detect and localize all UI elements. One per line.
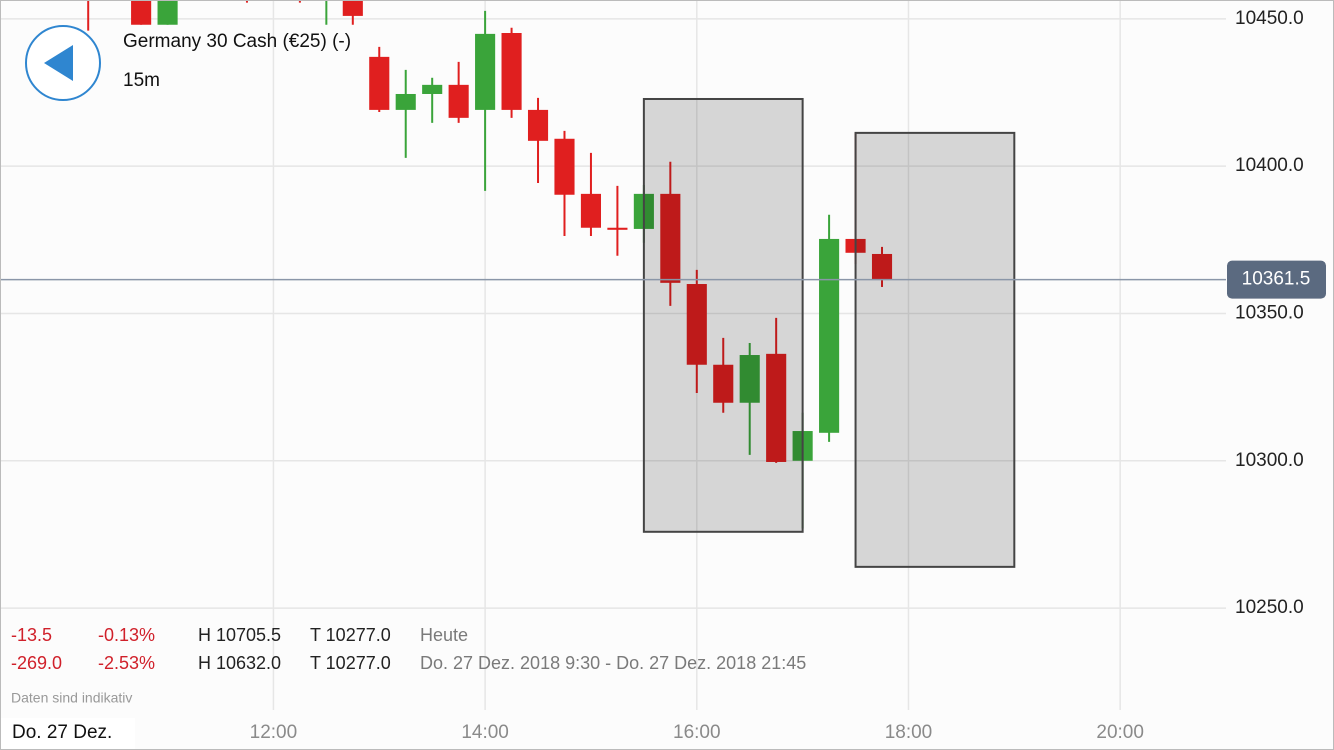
candle-body	[713, 364, 734, 403]
candles	[87, 0, 893, 529]
annotation-box	[854, 131, 1016, 568]
annotation-box	[642, 97, 804, 533]
candle-body	[766, 353, 787, 462]
candle-body	[871, 253, 893, 280]
candle-body	[369, 56, 390, 110]
y-tick-label: 10300.0	[1235, 450, 1304, 471]
back-button[interactable]	[25, 25, 101, 101]
candle-body	[157, 0, 178, 25]
stat-text: H 10705.5	[198, 625, 281, 645]
stat-text: T 10277.0	[310, 653, 391, 673]
x-tick-label: 16:00	[673, 722, 721, 743]
y-tick-label: 10350.0	[1235, 302, 1304, 323]
date-label: Do. 27 Dez.	[12, 722, 112, 743]
candle-body	[448, 84, 469, 118]
data-note: Daten sind indikativ	[11, 690, 132, 706]
price-label: 10361.5	[1242, 269, 1311, 290]
annotations	[642, 97, 1016, 568]
candle-body	[580, 193, 602, 228]
stat-text: H 10632.0	[198, 653, 281, 673]
instrument-title: Germany 30 Cash (€25) (-)	[123, 31, 351, 52]
stat-text: Do. 27 Dez. 2018 9:30 - Do. 27 Dez. 2018…	[420, 653, 806, 673]
stat-text: -269.0	[11, 653, 62, 673]
x-tick-label: 20:00	[1096, 722, 1144, 743]
stat-text: T 10277.0	[310, 625, 391, 645]
candle-body	[686, 284, 707, 365]
candle-body	[660, 193, 681, 283]
y-tick-label: 10450.0	[1235, 8, 1304, 29]
stat-text: -13.5	[11, 625, 52, 645]
candle-body	[819, 238, 840, 433]
stat-text: -0.13%	[98, 625, 155, 645]
candle-body	[342, 0, 363, 16]
price-label-box	[1227, 260, 1326, 299]
candle-body	[475, 33, 496, 110]
date-box	[1, 718, 135, 749]
candle-body	[131, 0, 152, 25]
stat-text: Heute	[420, 625, 468, 645]
x-tick-label: 12:00	[250, 722, 298, 743]
back-arrow[interactable]	[44, 45, 73, 81]
candle-body	[739, 355, 760, 403]
candle-body	[527, 109, 549, 141]
y-tick-label: 10400.0	[1235, 155, 1304, 176]
stat-text: -2.53%	[98, 653, 155, 673]
y-tick-label: 10250.0	[1235, 597, 1304, 618]
candle-body	[607, 227, 628, 230]
candle-body	[554, 138, 575, 195]
x-tick-label: 14:00	[461, 722, 509, 743]
x-tick-label: 18:00	[885, 722, 933, 743]
candle-body	[395, 93, 416, 110]
overlay: 10250.0 10300.0 10350.0 10400.0 10450.0 12:00…	[0, 8, 1326, 743]
timeframe: 15m	[123, 70, 160, 91]
candle-body	[501, 32, 522, 110]
grid	[0, 0, 1226, 710]
candle-body	[422, 84, 443, 94]
